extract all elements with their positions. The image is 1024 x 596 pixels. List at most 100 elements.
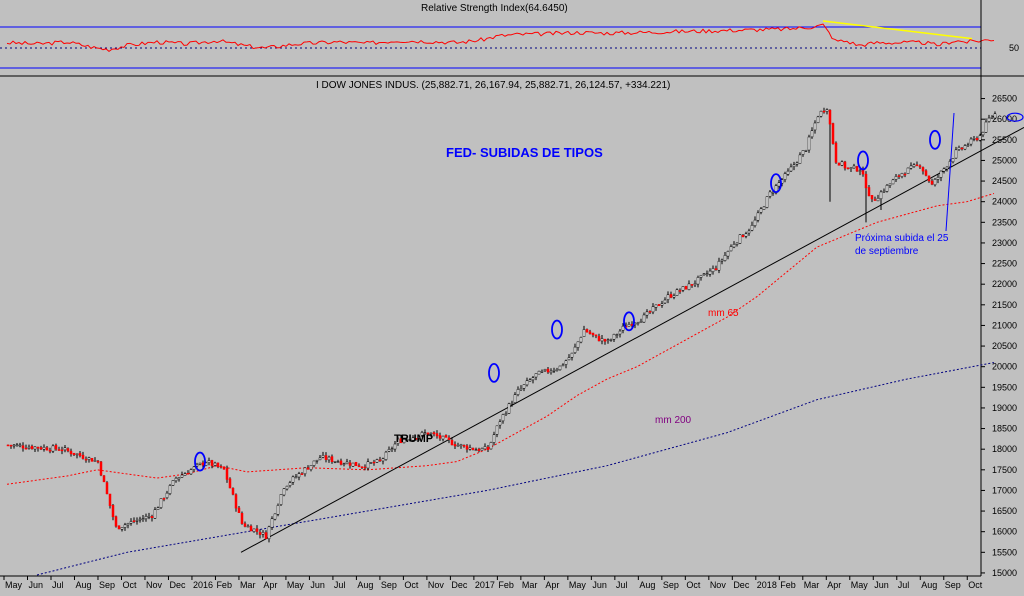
x-tick-label: Feb [498, 580, 514, 590]
candle-up [699, 274, 703, 278]
candle-up [945, 166, 949, 170]
candle-up [429, 432, 433, 435]
candle-down [69, 450, 73, 455]
candle-up [87, 457, 91, 460]
candle-up [813, 122, 817, 131]
candle-up [840, 161, 844, 166]
candle-up [735, 242, 739, 245]
candle-up [396, 438, 400, 444]
y-tick-label: 17500 [992, 465, 1017, 475]
candle-up [993, 113, 997, 119]
rsi-title: Relative Strength Index(64.6450) [421, 3, 568, 14]
candle-up [441, 435, 445, 440]
candle-up [537, 370, 541, 375]
candle-up [654, 304, 658, 308]
candle-up [423, 432, 427, 434]
candle-up [990, 117, 994, 119]
candle-up [321, 455, 325, 458]
candle-up [792, 164, 796, 167]
x-tick-label: Jul [898, 580, 910, 590]
candle-up [681, 286, 685, 291]
candle-down [432, 432, 436, 435]
candle-up [933, 179, 937, 186]
candle-down [150, 516, 154, 519]
candle-down [360, 466, 364, 468]
candle-down [444, 435, 448, 438]
x-tick-label: 2016 [193, 580, 213, 590]
candle-down [843, 161, 847, 169]
y-tick-label: 19000 [992, 403, 1017, 413]
candle-up [972, 137, 976, 140]
candle-up [513, 394, 517, 404]
candle-up [750, 225, 754, 231]
candle-up [285, 485, 289, 490]
candle-down [102, 475, 106, 483]
candle-up [573, 346, 577, 353]
y-tick-label: 17000 [992, 485, 1017, 495]
candle-up [615, 334, 619, 336]
candle-up [711, 268, 715, 272]
candle-up [912, 164, 916, 167]
candle-up [819, 110, 823, 117]
candle-up [387, 449, 391, 452]
candle-down [465, 445, 469, 450]
candle-up [549, 370, 553, 374]
x-tick-label: 2017 [475, 580, 495, 590]
next-hike-text-line2: de septiembre [855, 246, 919, 257]
candle-up [600, 338, 604, 342]
candle-up [951, 158, 955, 163]
candle-up [129, 521, 133, 524]
y-axis-ticks: 15000 15500 16000 16500 17000 17500 18000 18500… [981, 94, 1017, 578]
candle-up [282, 488, 286, 496]
candle-down [114, 516, 118, 527]
x-tick-label: Mar [522, 580, 538, 590]
candle-up [192, 466, 196, 470]
candle-down [78, 452, 82, 456]
candle-up [636, 322, 640, 324]
candle-up [390, 448, 394, 450]
candle-up [639, 321, 643, 323]
candle-up [270, 518, 274, 528]
candle-up [156, 507, 160, 510]
candle-down [219, 466, 223, 468]
candle-up [126, 523, 130, 526]
x-tick-label: Aug [639, 580, 655, 590]
candle-up [555, 369, 559, 371]
candle-up [12, 444, 16, 447]
candles [6, 107, 997, 543]
candle-up [93, 460, 97, 462]
trump-label: TRUMP [394, 433, 433, 445]
candle-down [741, 234, 745, 238]
candle-up [369, 462, 373, 464]
y-tick-label: 24000 [992, 197, 1017, 207]
candle-up [696, 277, 700, 285]
candle-up [315, 459, 319, 462]
support-trendline [240, 126, 1024, 553]
candle-up [42, 446, 46, 450]
candle-down [162, 498, 166, 500]
candle-up [384, 451, 388, 460]
candle-up [765, 196, 769, 208]
x-tick-label: Dec [733, 580, 750, 590]
y-tick-label: 24500 [992, 176, 1017, 186]
candle-up [273, 513, 277, 520]
x-tick-label: Jul [52, 580, 64, 590]
x-tick-label: Aug [75, 580, 91, 590]
candle-up [825, 109, 829, 112]
candle-up [498, 421, 502, 426]
candle-up [687, 283, 691, 290]
candle-down [834, 142, 838, 163]
candle-down [462, 444, 466, 447]
candle-up [894, 176, 898, 180]
candle-up [483, 446, 487, 450]
candle-up [936, 176, 940, 180]
candle-down [918, 165, 922, 168]
y-tick-label: 23000 [992, 238, 1017, 248]
candle-down [372, 461, 376, 464]
candle-up [564, 360, 568, 365]
candle-up [159, 498, 163, 508]
candle-down [591, 332, 595, 336]
candle-up [318, 457, 322, 461]
candle-up [246, 525, 250, 528]
x-tick-label: Jun [874, 580, 889, 590]
